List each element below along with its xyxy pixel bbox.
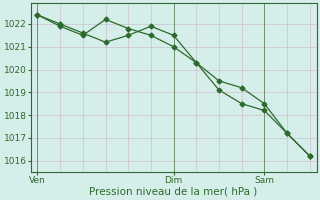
X-axis label: Pression niveau de la mer( hPa ): Pression niveau de la mer( hPa ) xyxy=(90,187,258,197)
